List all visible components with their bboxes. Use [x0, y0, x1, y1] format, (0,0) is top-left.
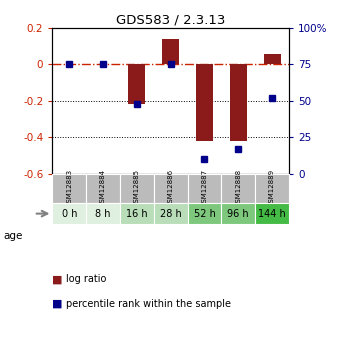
- Text: age: age: [3, 231, 23, 241]
- Bar: [86, 203, 120, 224]
- Text: GSM12889: GSM12889: [269, 169, 275, 207]
- Text: ■: ■: [52, 275, 63, 284]
- Text: 96 h: 96 h: [227, 209, 249, 219]
- Bar: [255, 203, 289, 224]
- Bar: [162, 39, 179, 64]
- Bar: [120, 174, 154, 203]
- Bar: [255, 174, 289, 203]
- Bar: [120, 203, 154, 224]
- Text: GSM12884: GSM12884: [100, 169, 106, 207]
- Title: GDS583 / 2.3.13: GDS583 / 2.3.13: [116, 13, 225, 27]
- Bar: [221, 174, 255, 203]
- Text: 144 h: 144 h: [258, 209, 286, 219]
- Bar: [264, 54, 281, 64]
- Text: GSM12887: GSM12887: [201, 169, 208, 207]
- Bar: [128, 64, 145, 104]
- Text: GSM12885: GSM12885: [134, 169, 140, 207]
- Bar: [52, 203, 86, 224]
- Bar: [221, 203, 255, 224]
- Text: log ratio: log ratio: [66, 275, 106, 284]
- Text: 0 h: 0 h: [62, 209, 77, 219]
- Bar: [86, 174, 120, 203]
- Text: GSM12883: GSM12883: [66, 169, 72, 207]
- Bar: [188, 203, 221, 224]
- Bar: [188, 174, 221, 203]
- Text: ■: ■: [52, 299, 63, 308]
- Bar: [230, 64, 247, 141]
- Bar: [154, 203, 188, 224]
- Text: 16 h: 16 h: [126, 209, 148, 219]
- Bar: [154, 174, 188, 203]
- Text: 52 h: 52 h: [194, 209, 215, 219]
- Text: 8 h: 8 h: [95, 209, 111, 219]
- Text: GSM12886: GSM12886: [168, 169, 174, 207]
- Text: GSM12888: GSM12888: [235, 169, 241, 207]
- Text: percentile rank within the sample: percentile rank within the sample: [66, 299, 231, 308]
- Bar: [196, 64, 213, 141]
- Bar: [52, 174, 86, 203]
- Text: 28 h: 28 h: [160, 209, 182, 219]
